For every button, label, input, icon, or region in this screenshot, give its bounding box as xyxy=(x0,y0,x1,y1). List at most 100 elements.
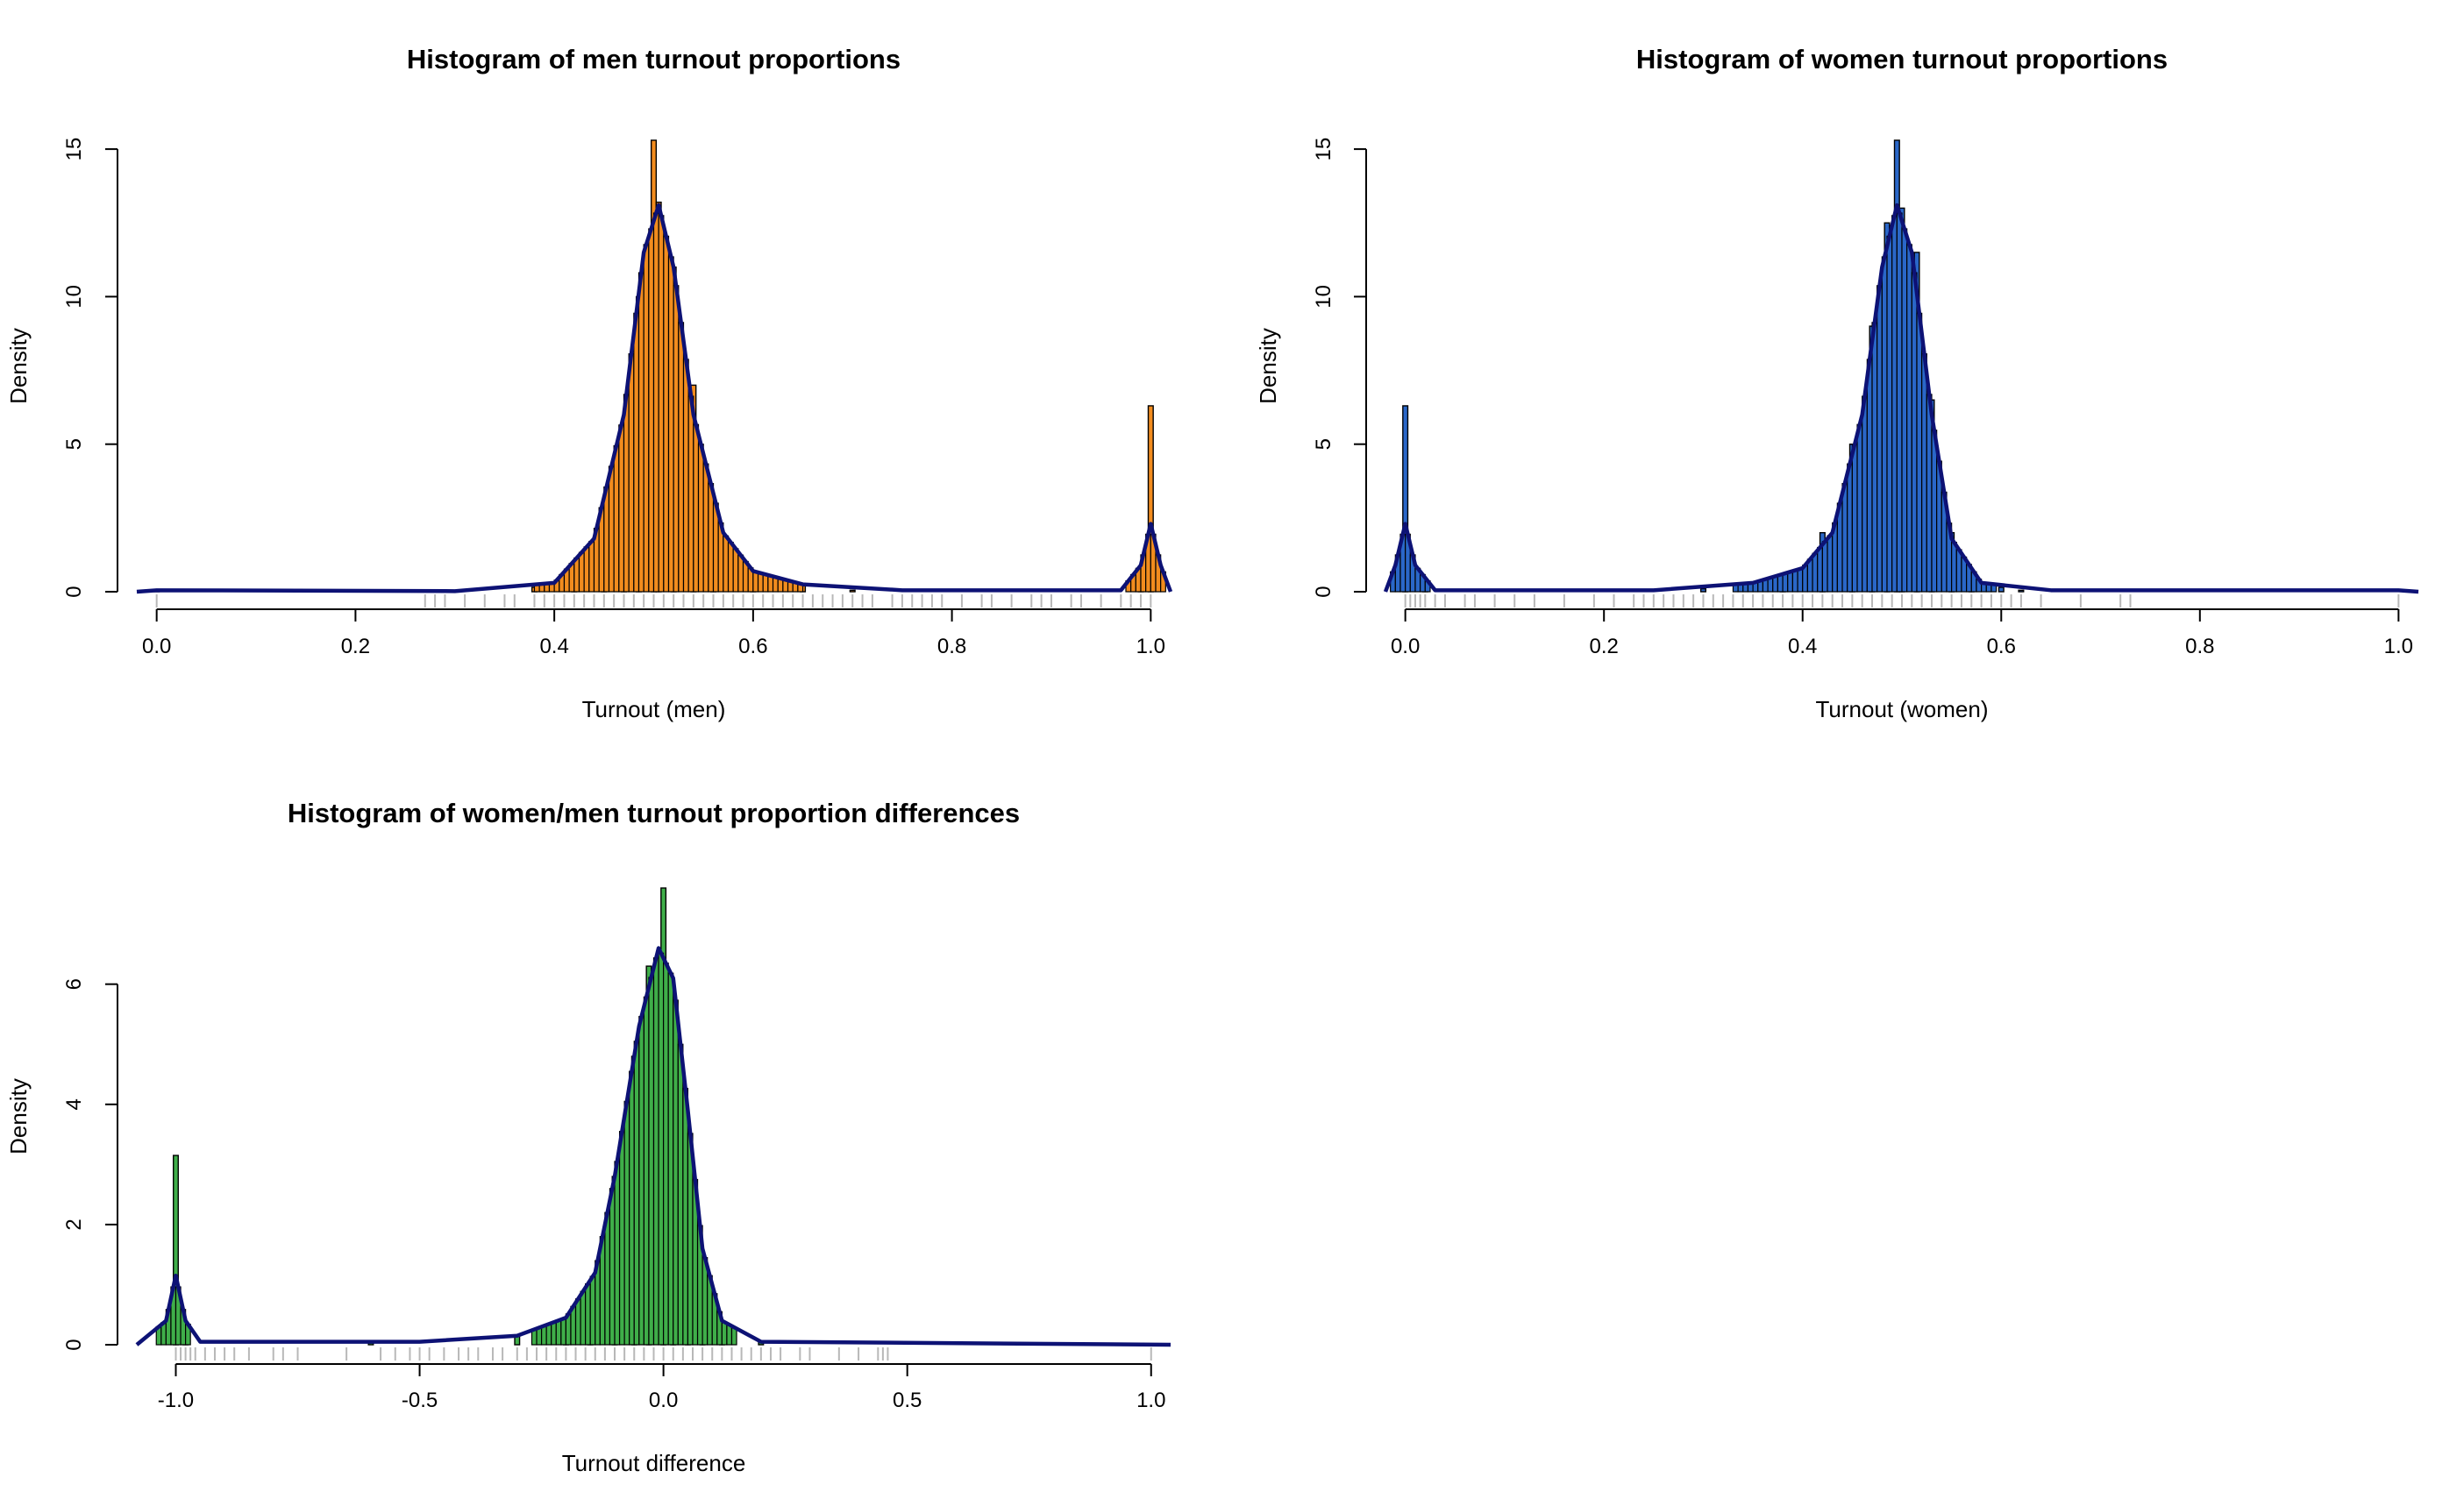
chart-panel-1: Histogram of men turnout proportions 0 5 10… xyxy=(5,44,1173,722)
histogram-bar xyxy=(658,215,665,593)
x-tick-label: 0.8 xyxy=(937,635,966,658)
y-tick-label: 10 xyxy=(62,285,86,309)
y-axis-label: Density xyxy=(5,1078,32,1155)
y-tick-label: 4 xyxy=(62,1098,86,1110)
histogram-bar xyxy=(1916,312,1923,593)
histogram-bar xyxy=(682,1087,689,1346)
y-tick-label: 15 xyxy=(62,138,86,161)
histogram-bar xyxy=(2018,589,2025,593)
histogram-bar xyxy=(1797,568,1804,593)
x-tick-label: 0.8 xyxy=(2185,635,2214,658)
y-tick-label: 0 xyxy=(1312,586,1335,597)
histogram-bar xyxy=(1891,215,1898,593)
histogram-bar xyxy=(1901,228,1908,593)
histogram-bar xyxy=(1866,359,1873,593)
x-tick-label: 0.2 xyxy=(341,635,370,658)
histogram-bar xyxy=(677,1043,684,1346)
histogram-bar xyxy=(551,1321,557,1346)
histogram-bar xyxy=(633,312,640,593)
histogram-bar xyxy=(560,1318,566,1346)
histogram-bar xyxy=(723,535,730,593)
histogram-bar xyxy=(1896,212,1903,593)
histogram-bar xyxy=(667,256,674,593)
histogram-bar xyxy=(1841,482,1848,593)
histogram-bar xyxy=(633,1041,640,1346)
rug xyxy=(1404,594,2400,608)
histogram-bar xyxy=(1699,587,1706,593)
histogram-bar xyxy=(613,444,620,593)
histogram-bar xyxy=(687,395,694,593)
histogram-bar xyxy=(693,423,700,593)
y-tick-label: 0 xyxy=(62,586,86,597)
x-tick-label: 0.5 xyxy=(893,1389,922,1412)
histogram-bar xyxy=(762,573,769,593)
chart-panel-3: Histogram of women/men turnout proportio… xyxy=(5,798,1171,1476)
x-tick-label: -1.0 xyxy=(158,1389,194,1412)
histogram-bar xyxy=(1926,394,1933,593)
chart-title: Histogram of women turnout proportions xyxy=(1636,44,2168,75)
histogram-bar xyxy=(652,957,659,1346)
histogram-bar xyxy=(1827,535,1834,593)
histogram-body xyxy=(1390,212,1998,593)
x-tick-label: 0.6 xyxy=(1987,635,2016,658)
density-curve xyxy=(136,202,1173,594)
histogram-bar xyxy=(623,394,630,593)
x-tick-label: 0.4 xyxy=(539,635,568,658)
chart-title: Histogram of men turnout proportions xyxy=(407,44,901,75)
histogram-bar xyxy=(1955,549,1962,593)
chart-title: Histogram of women/men turnout proportio… xyxy=(288,798,1020,828)
histogram-bar xyxy=(545,1323,552,1346)
histogram-bar xyxy=(574,1298,581,1346)
histogram-bar xyxy=(1931,430,1938,593)
histogram-bar xyxy=(643,996,650,1346)
histogram-bar xyxy=(609,1188,616,1346)
histogram-bar xyxy=(1782,572,1789,593)
histogram-bar xyxy=(732,548,739,593)
histogram-bar xyxy=(708,482,715,593)
chart-panel-2: Histogram of women turnout proportions 0 5… xyxy=(1255,44,2419,722)
density-curve xyxy=(1383,202,2419,594)
histogram-bar xyxy=(702,463,709,593)
x-axis-label: Turnout (women) xyxy=(1816,696,1989,722)
histogram-bar xyxy=(618,1131,625,1346)
histogram-bar xyxy=(1881,256,1888,593)
histogram-bar xyxy=(697,444,704,593)
histogram-bar xyxy=(663,963,669,1346)
histogram-bar xyxy=(540,1325,547,1346)
histogram-bar xyxy=(573,557,580,593)
histogram-bar xyxy=(583,546,590,593)
y-axis-label: Density xyxy=(1255,328,1281,404)
histogram-bar xyxy=(849,589,856,593)
histogram-bar xyxy=(580,1290,587,1346)
y-tick-label: 6 xyxy=(62,978,86,990)
histogram-bar xyxy=(1906,244,1912,593)
histogram-bar xyxy=(1817,546,1823,593)
y-tick-label: 5 xyxy=(1312,438,1335,450)
x-tick-label: 0.2 xyxy=(1590,635,1619,658)
histogram-bar xyxy=(614,1161,621,1346)
x-tick-label: 0.6 xyxy=(738,635,767,658)
rug xyxy=(155,594,1152,608)
histogram-bar xyxy=(589,1275,596,1346)
x-tick-label: 1.0 xyxy=(1136,635,1165,658)
histogram-bar xyxy=(1847,463,1853,593)
histogram-bar xyxy=(603,486,610,593)
histogram-bar xyxy=(673,285,680,593)
histogram-bar xyxy=(1851,444,1858,593)
histogram-bar xyxy=(648,228,655,593)
x-axis-label: Turnout (men) xyxy=(582,696,726,722)
rug xyxy=(174,1347,1152,1361)
histogram-bar xyxy=(667,972,674,1346)
x-tick-label: 0.0 xyxy=(142,635,171,658)
histogram-bar xyxy=(1998,586,2005,593)
histogram-bar xyxy=(628,353,635,593)
y-tick-label: 5 xyxy=(62,438,86,450)
histogram-bar xyxy=(652,212,659,593)
histogram-bar xyxy=(678,322,685,593)
y-axis-label: Density xyxy=(5,328,32,404)
histogram-bar xyxy=(618,424,625,593)
histogram-bar xyxy=(1876,285,1883,593)
density-curve xyxy=(135,946,1171,1347)
